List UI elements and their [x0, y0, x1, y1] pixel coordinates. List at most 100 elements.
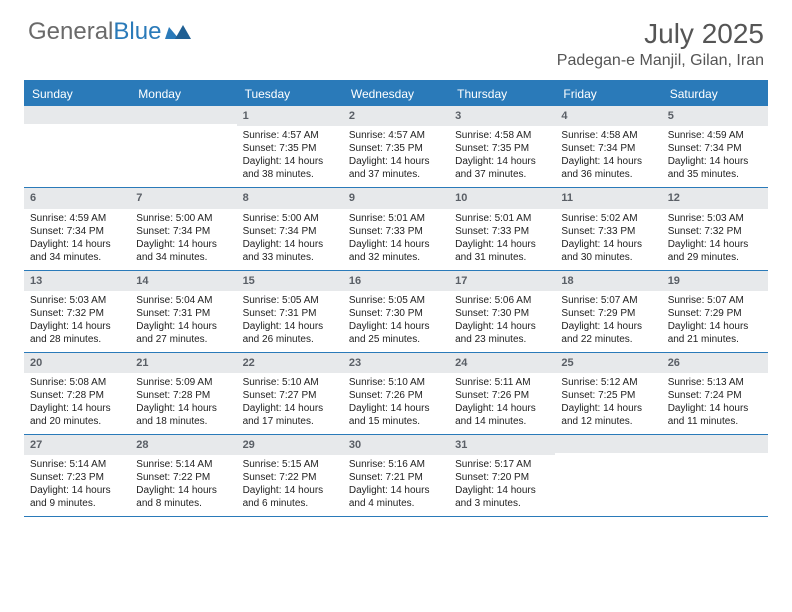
week-row: 1Sunrise: 4:57 AMSunset: 7:35 PMDaylight…	[24, 106, 768, 188]
day-data: Sunrise: 5:16 AMSunset: 7:21 PMDaylight:…	[343, 455, 449, 516]
sunset-text: Sunset: 7:23 PM	[30, 471, 124, 484]
day-number: 1	[237, 106, 343, 126]
day-cell: 26Sunrise: 5:13 AMSunset: 7:24 PMDayligh…	[662, 353, 768, 434]
day-number: 28	[130, 435, 236, 455]
day-number: 25	[555, 353, 661, 373]
day-cell: 9Sunrise: 5:01 AMSunset: 7:33 PMDaylight…	[343, 188, 449, 269]
day-data: Sunrise: 4:59 AMSunset: 7:34 PMDaylight:…	[662, 126, 768, 187]
day-data: Sunrise: 5:13 AMSunset: 7:24 PMDaylight:…	[662, 373, 768, 434]
day-cell: 1Sunrise: 4:57 AMSunset: 7:35 PMDaylight…	[237, 106, 343, 187]
day-cell: 29Sunrise: 5:15 AMSunset: 7:22 PMDayligh…	[237, 435, 343, 516]
sunrise-text: Sunrise: 5:11 AM	[455, 376, 549, 389]
day-data: Sunrise: 5:12 AMSunset: 7:25 PMDaylight:…	[555, 373, 661, 434]
day-data: Sunrise: 4:57 AMSunset: 7:35 PMDaylight:…	[237, 126, 343, 187]
day-data: Sunrise: 5:10 AMSunset: 7:27 PMDaylight:…	[237, 373, 343, 434]
day-number: 16	[343, 271, 449, 291]
sunset-text: Sunset: 7:34 PM	[243, 225, 337, 238]
day-cell: 14Sunrise: 5:04 AMSunset: 7:31 PMDayligh…	[130, 271, 236, 352]
day-number: 4	[555, 106, 661, 126]
day-data: Sunrise: 4:58 AMSunset: 7:35 PMDaylight:…	[449, 126, 555, 187]
day-cell: 2Sunrise: 4:57 AMSunset: 7:35 PMDaylight…	[343, 106, 449, 187]
daylight-text: Daylight: 14 hours and 11 minutes.	[668, 402, 762, 428]
day-number: 19	[662, 271, 768, 291]
sunset-text: Sunset: 7:28 PM	[136, 389, 230, 402]
daylight-text: Daylight: 14 hours and 31 minutes.	[455, 238, 549, 264]
day-data: Sunrise: 4:58 AMSunset: 7:34 PMDaylight:…	[555, 126, 661, 187]
sunrise-text: Sunrise: 5:00 AM	[243, 212, 337, 225]
day-header: Saturday	[662, 82, 768, 106]
day-number	[555, 435, 661, 453]
day-cell: 19Sunrise: 5:07 AMSunset: 7:29 PMDayligh…	[662, 271, 768, 352]
day-data: Sunrise: 5:07 AMSunset: 7:29 PMDaylight:…	[662, 291, 768, 352]
day-number: 24	[449, 353, 555, 373]
sunrise-text: Sunrise: 4:59 AM	[668, 129, 762, 142]
daylight-text: Daylight: 14 hours and 38 minutes.	[243, 155, 337, 181]
month-title: July 2025	[557, 18, 764, 50]
day-data: Sunrise: 5:07 AMSunset: 7:29 PMDaylight:…	[555, 291, 661, 352]
day-header: Wednesday	[343, 82, 449, 106]
daylight-text: Daylight: 14 hours and 30 minutes.	[561, 238, 655, 264]
sunrise-text: Sunrise: 5:06 AM	[455, 294, 549, 307]
day-data	[24, 124, 130, 174]
sunset-text: Sunset: 7:35 PM	[243, 142, 337, 155]
sunset-text: Sunset: 7:21 PM	[349, 471, 443, 484]
day-cell: 27Sunrise: 5:14 AMSunset: 7:23 PMDayligh…	[24, 435, 130, 516]
day-data: Sunrise: 5:10 AMSunset: 7:26 PMDaylight:…	[343, 373, 449, 434]
sunset-text: Sunset: 7:32 PM	[668, 225, 762, 238]
day-data: Sunrise: 5:05 AMSunset: 7:30 PMDaylight:…	[343, 291, 449, 352]
sunset-text: Sunset: 7:28 PM	[30, 389, 124, 402]
daylight-text: Daylight: 14 hours and 25 minutes.	[349, 320, 443, 346]
daylight-text: Daylight: 14 hours and 12 minutes.	[561, 402, 655, 428]
daylight-text: Daylight: 14 hours and 34 minutes.	[30, 238, 124, 264]
sunrise-text: Sunrise: 5:09 AM	[136, 376, 230, 389]
daylight-text: Daylight: 14 hours and 15 minutes.	[349, 402, 443, 428]
day-data: Sunrise: 4:57 AMSunset: 7:35 PMDaylight:…	[343, 126, 449, 187]
day-cell	[130, 106, 236, 187]
sunrise-text: Sunrise: 5:14 AM	[136, 458, 230, 471]
logo: GeneralBlue	[28, 18, 191, 46]
daylight-text: Daylight: 14 hours and 26 minutes.	[243, 320, 337, 346]
day-number: 26	[662, 353, 768, 373]
day-cell: 10Sunrise: 5:01 AMSunset: 7:33 PMDayligh…	[449, 188, 555, 269]
daylight-text: Daylight: 14 hours and 32 minutes.	[349, 238, 443, 264]
daylight-text: Daylight: 14 hours and 14 minutes.	[455, 402, 549, 428]
day-cell: 28Sunrise: 5:14 AMSunset: 7:22 PMDayligh…	[130, 435, 236, 516]
sunset-text: Sunset: 7:34 PM	[136, 225, 230, 238]
day-number: 30	[343, 435, 449, 455]
sunrise-text: Sunrise: 5:12 AM	[561, 376, 655, 389]
day-number: 18	[555, 271, 661, 291]
day-number: 8	[237, 188, 343, 208]
day-number: 21	[130, 353, 236, 373]
day-number: 17	[449, 271, 555, 291]
daylight-text: Daylight: 14 hours and 28 minutes.	[30, 320, 124, 346]
day-data: Sunrise: 5:01 AMSunset: 7:33 PMDaylight:…	[343, 209, 449, 270]
day-data: Sunrise: 5:08 AMSunset: 7:28 PMDaylight:…	[24, 373, 130, 434]
sunrise-text: Sunrise: 5:10 AM	[243, 376, 337, 389]
sunrise-text: Sunrise: 4:58 AM	[561, 129, 655, 142]
sunset-text: Sunset: 7:31 PM	[136, 307, 230, 320]
day-header: Tuesday	[237, 82, 343, 106]
sunrise-text: Sunrise: 5:02 AM	[561, 212, 655, 225]
sunrise-text: Sunrise: 5:05 AM	[349, 294, 443, 307]
day-cell: 30Sunrise: 5:16 AMSunset: 7:21 PMDayligh…	[343, 435, 449, 516]
sunset-text: Sunset: 7:33 PM	[349, 225, 443, 238]
day-number: 14	[130, 271, 236, 291]
sunset-text: Sunset: 7:20 PM	[455, 471, 549, 484]
sunrise-text: Sunrise: 5:01 AM	[349, 212, 443, 225]
day-cell: 16Sunrise: 5:05 AMSunset: 7:30 PMDayligh…	[343, 271, 449, 352]
day-header: Thursday	[449, 82, 555, 106]
sunrise-text: Sunrise: 4:58 AM	[455, 129, 549, 142]
sunrise-text: Sunrise: 4:59 AM	[30, 212, 124, 225]
week-row: 13Sunrise: 5:03 AMSunset: 7:32 PMDayligh…	[24, 271, 768, 353]
day-cell: 15Sunrise: 5:05 AMSunset: 7:31 PMDayligh…	[237, 271, 343, 352]
day-cell: 7Sunrise: 5:00 AMSunset: 7:34 PMDaylight…	[130, 188, 236, 269]
daylight-text: Daylight: 14 hours and 21 minutes.	[668, 320, 762, 346]
day-data: Sunrise: 5:06 AMSunset: 7:30 PMDaylight:…	[449, 291, 555, 352]
daylight-text: Daylight: 14 hours and 36 minutes.	[561, 155, 655, 181]
day-data: Sunrise: 5:04 AMSunset: 7:31 PMDaylight:…	[130, 291, 236, 352]
day-number: 20	[24, 353, 130, 373]
day-number: 9	[343, 188, 449, 208]
sunrise-text: Sunrise: 5:03 AM	[30, 294, 124, 307]
sunrise-text: Sunrise: 5:05 AM	[243, 294, 337, 307]
sunset-text: Sunset: 7:34 PM	[561, 142, 655, 155]
